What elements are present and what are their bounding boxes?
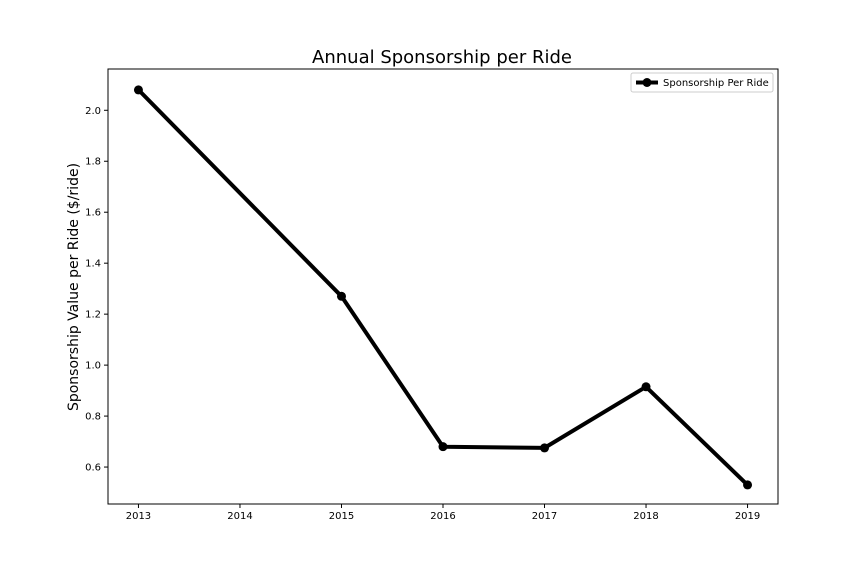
plot-area-frame [107, 68, 779, 505]
y-tick-label: 0.6 [85, 463, 101, 474]
axis-ticks: 2013 2014 2015 2016 2017 2018 2019 0.6 0.8 1.0 1.2… [85, 106, 760, 522]
x-tick-label: 2015 [329, 511, 354, 522]
legend-label: Sponsorship Per Ride [663, 78, 769, 89]
y-tick-label: 1.0 [85, 361, 101, 372]
x-tick-label: 2017 [532, 511, 557, 522]
y-tick-label: 1.2 [85, 310, 101, 321]
data-point [438, 442, 448, 452]
y-tick-label: 1.8 [85, 157, 101, 168]
data-point [743, 480, 753, 490]
y-tick-label: 1.6 [85, 208, 101, 219]
legend-marker [642, 78, 652, 87]
y-tick-label: 1.4 [85, 259, 101, 270]
y-tick-label: 0.8 [85, 412, 101, 423]
x-tick-label: 2013 [126, 511, 151, 522]
series-layer [133, 85, 753, 490]
data-point [540, 443, 550, 453]
x-tick-label: 2014 [227, 511, 252, 522]
data-point [133, 85, 143, 95]
chart-title: Annual Sponsorship per Ride [312, 47, 572, 68]
data-point [641, 382, 651, 392]
data-point [336, 291, 346, 301]
y-tick-label: 2.0 [85, 106, 101, 117]
x-tick-label: 2018 [633, 511, 658, 522]
y-axis-label: Sponsorship Value per Ride ($/ride) [66, 163, 82, 411]
series-line [137, 88, 749, 487]
x-tick-label: 2019 [735, 511, 760, 522]
legend: Sponsorship Per Ride [630, 72, 774, 93]
x-tick-label: 2016 [430, 511, 455, 522]
legend-box [630, 72, 774, 93]
